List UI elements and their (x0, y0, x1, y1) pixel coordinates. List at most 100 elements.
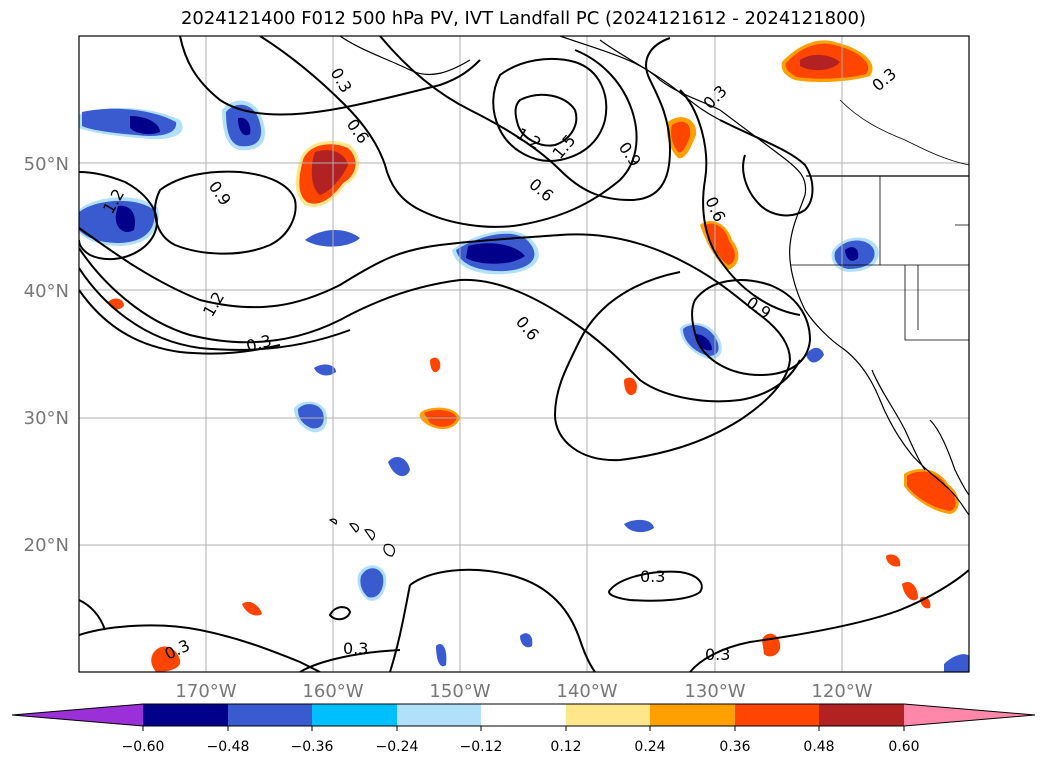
colorbar-extend-left (12, 704, 143, 726)
anomaly-positive-blob (311, 150, 348, 195)
anomaly-negative-blob (115, 205, 136, 233)
anomaly-negative-blob (944, 654, 969, 672)
lat-label: 40°N (24, 281, 69, 302)
colorbar-bin (650, 704, 735, 726)
colorbar-tick-labels: −0.60 −0.48 −0.36 −0.24 −0.12 0.12 0.24 … (122, 739, 920, 755)
pv-contour-line (379, 36, 672, 202)
pv-contour-line (389, 584, 411, 672)
lon-label: 140°W (556, 681, 617, 702)
anomaly-positive-blob (800, 54, 840, 71)
pv-contours (79, 36, 969, 672)
anomaly-negative-blob (695, 334, 712, 351)
anomaly-negative-blob (130, 116, 160, 135)
anomaly-negative-blob (806, 347, 824, 363)
pv-contour-line (179, 36, 481, 116)
anomaly-positive-blob (242, 601, 262, 616)
pv-contour-line (689, 569, 969, 672)
north-america-coast (559, 36, 969, 516)
colorbar-bin (312, 704, 397, 726)
contour-label: 0.3 (640, 567, 665, 586)
state-border (790, 99, 969, 341)
anomaly-positive-blob (902, 581, 918, 601)
colorbar-tick-label: −0.48 (207, 739, 250, 755)
colorbar-tick-label: 0.48 (803, 739, 834, 755)
colorbar-bin (819, 704, 904, 726)
colorbar-tick-label: 0.24 (634, 739, 665, 755)
latitude-labels: 50°N 40°N 30°N 20°N (24, 154, 69, 556)
pv-contour-line (719, 119, 814, 217)
lat-label: 50°N (24, 154, 69, 175)
anomaly-negative-blob (298, 404, 324, 429)
anomaly-negative-blob (466, 243, 525, 264)
longitude-labels: 170°W 160°W 150°W 140°W 130°W 120°W (175, 681, 872, 702)
colorbar-tick-label: −0.36 (291, 739, 334, 755)
pv-contour-line (79, 227, 792, 462)
map-frame (78, 35, 970, 673)
anomaly-positive-blob (671, 121, 691, 153)
lon-label: 160°W (302, 681, 363, 702)
colorbar-bin (228, 704, 312, 726)
lat-label: 30°N (24, 408, 69, 429)
colorbar-bin (397, 704, 481, 726)
map-panel: 0.3 0.6 0.9 1.2 1.2 0.3 1.2 1.5 0.6 0.9 … (78, 35, 970, 673)
pv-contour-line (79, 247, 801, 403)
colorbar-extend-right (904, 704, 1035, 726)
colorbar-bin (735, 704, 819, 726)
anomaly-negative-blob (845, 247, 859, 261)
pc-shading (79, 40, 969, 672)
colorbar-tick-label: −0.12 (460, 739, 503, 755)
pv-contour-line (299, 649, 401, 672)
anomaly-negative-blob (360, 568, 384, 598)
contour-label: 0.3 (343, 639, 368, 658)
pv-contour-line (409, 568, 596, 672)
lon-label: 170°W (175, 681, 236, 702)
pv-contour-line (328, 606, 352, 621)
pv-contour-line (79, 599, 106, 631)
map-title: 2024121400 F012 500 hPa PV, IVT Landfall… (180, 8, 867, 29)
anomaly-negative-blob (436, 644, 447, 667)
anomaly-negative-blob (314, 364, 336, 376)
colorbar-bin (566, 704, 650, 726)
anomaly-negative-blob (238, 117, 251, 136)
pv-contour-line (492, 57, 608, 162)
anomaly-negative-blob (624, 519, 654, 533)
anomaly-positive-blob (704, 223, 735, 265)
alaska-coast (339, 36, 721, 121)
colorbar: −0.60 −0.48 −0.36 −0.24 −0.12 0.12 0.24 … (11, 703, 1036, 755)
pv-contour-line (259, 36, 638, 228)
anomaly-positive-blob (886, 554, 901, 567)
lon-label: 120°W (811, 681, 872, 702)
pv-contour-line (608, 570, 703, 602)
colorbar-ticks (142, 726, 905, 731)
anomaly-positive-blob (907, 471, 956, 511)
colorbar-tick-label: −0.60 (122, 739, 165, 755)
pv-contour-line (79, 289, 281, 355)
hawaii-islands (328, 518, 396, 557)
colorbar-bin (143, 704, 228, 726)
pv-contour-line (154, 170, 297, 255)
pv-contour-line (514, 93, 578, 147)
contour-label: 0.3 (705, 645, 730, 664)
anomaly-negative-blob (520, 633, 533, 648)
pv-contour-line (679, 89, 801, 316)
colorbar-tick-label: 0.60 (888, 739, 919, 755)
colorbar-tick-label: −0.24 (376, 739, 419, 755)
graticule (79, 36, 969, 672)
pv-contour-line (79, 624, 321, 672)
lon-label: 150°W (429, 681, 490, 702)
pv-contour-line (79, 171, 158, 261)
pv-contour-line (691, 279, 812, 377)
lat-label: 20°N (24, 535, 69, 556)
anomaly-positive-blob (624, 377, 637, 396)
pv-contour-line (79, 267, 351, 351)
coastlines (328, 36, 969, 557)
lon-label: 130°W (684, 681, 745, 702)
colorbar-tick-label: 0.12 (550, 739, 581, 755)
anomaly-positive-blob (430, 357, 441, 373)
colorbar-tick-label: 0.36 (719, 739, 750, 755)
colorbar-bin (481, 704, 566, 726)
anomaly-negative-blob (388, 456, 410, 477)
baja-california-coast (871, 369, 969, 496)
anomaly-positive-blob (151, 646, 181, 672)
